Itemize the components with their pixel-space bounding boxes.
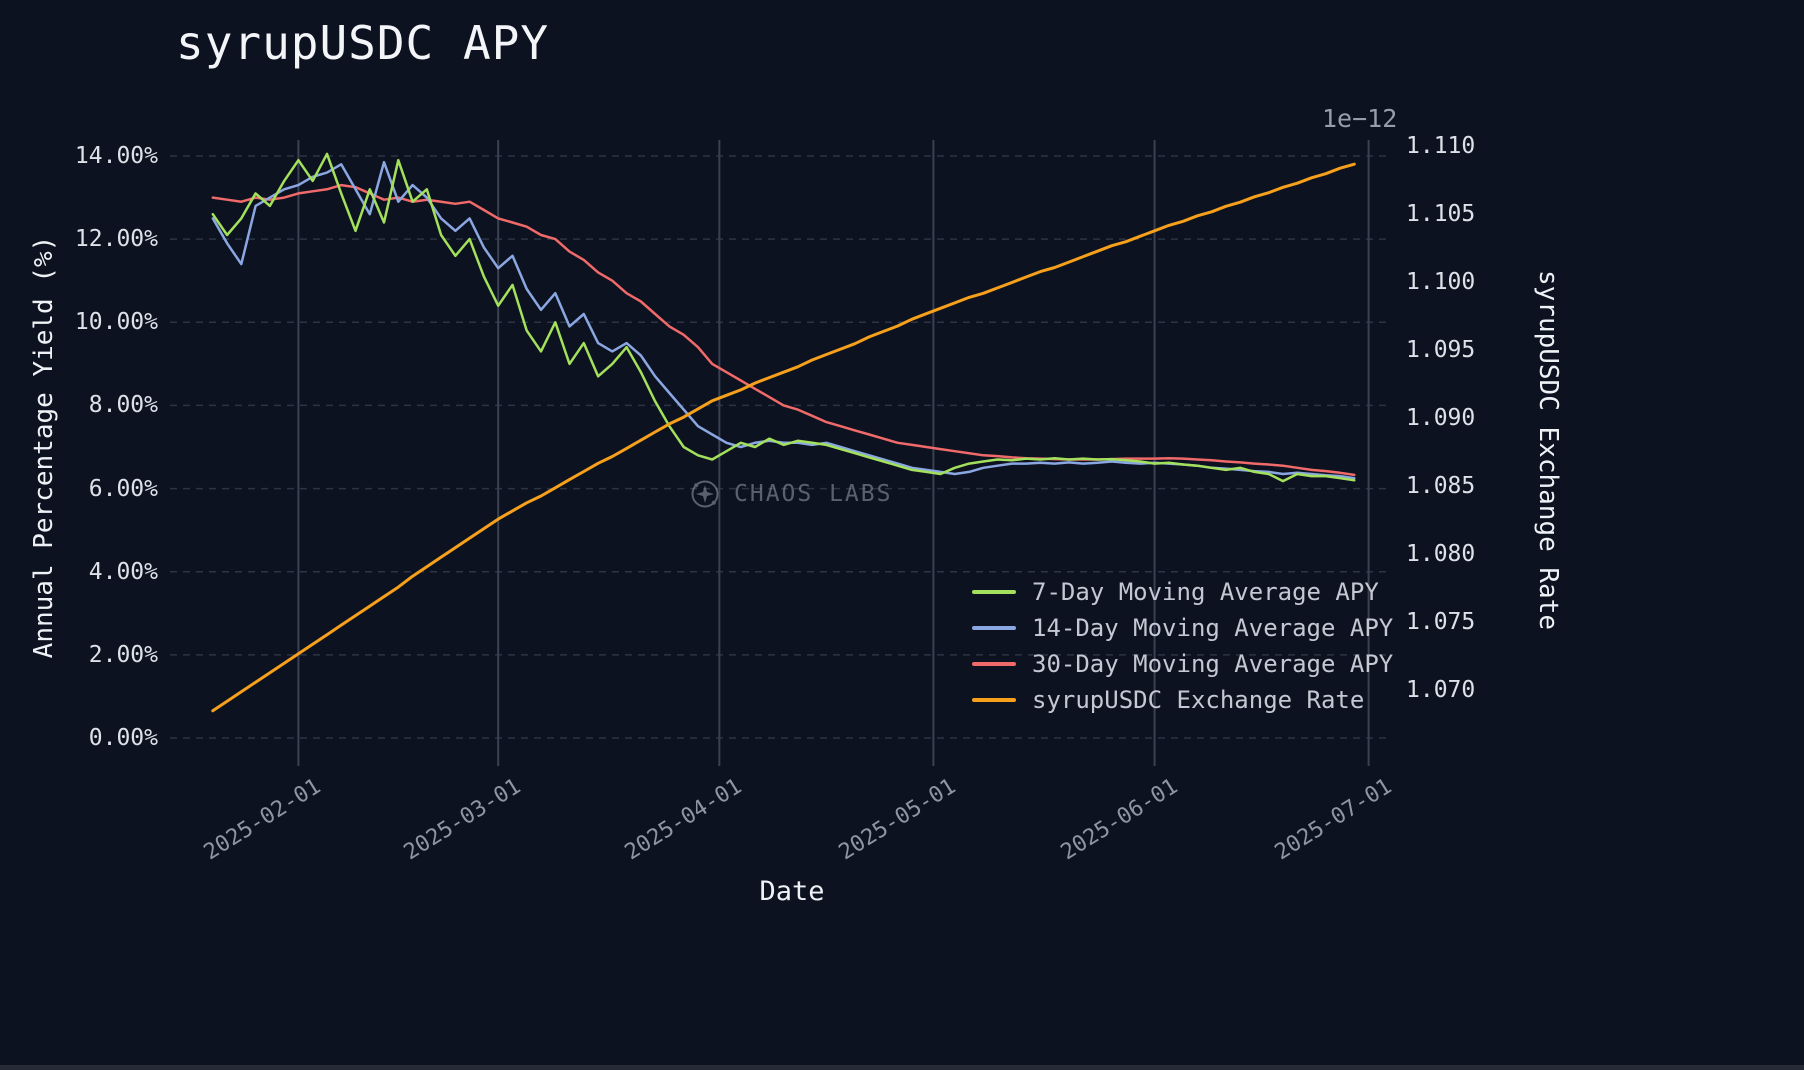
y-right-axis-title: syrupUSDC Exchange Rate	[1533, 269, 1563, 631]
legend-item-3: syrupUSDC Exchange Rate	[972, 685, 1393, 714]
chart-title: syrupUSDC APY	[176, 16, 550, 70]
series-line-1	[211, 160, 1356, 480]
legend-swatch	[972, 625, 1016, 630]
legend-item-1: 14-Day Moving Average APY	[972, 613, 1394, 642]
legend-label: syrupUSDC Exchange Rate	[1032, 685, 1365, 714]
watermark-text: CHAOS LABS	[734, 481, 893, 507]
legend-item-2: 30-Day Moving Average APY	[972, 649, 1394, 678]
legend-item-0: 7-Day Moving Average APY	[972, 577, 1393, 606]
series-line-0	[211, 152, 1356, 483]
legend-label: 30-Day Moving Average APY	[1032, 649, 1394, 678]
series-line-3	[211, 162, 1356, 713]
legend-swatch	[972, 697, 1016, 702]
legend-label: 7-Day Moving Average APY	[1032, 577, 1379, 606]
y-right-axis-multiplier: 1e−12	[1322, 104, 1398, 133]
legend-swatch	[972, 589, 1016, 594]
bottom-edge-strip	[0, 1065, 1804, 1070]
chart-legend: 7-Day Moving Average APY 14-Day Moving Av…	[972, 577, 1394, 714]
legend-swatch	[972, 661, 1016, 666]
watermark: CHAOS LABS	[688, 477, 892, 511]
series-line-2	[211, 183, 1356, 477]
x-axis-title: Date	[759, 876, 825, 907]
y-left-axis-title: Annual Percentage Yield (%)	[29, 235, 59, 659]
chaos-labs-logo-icon	[691, 480, 719, 508]
legend-label: 14-Day Moving Average APY	[1032, 613, 1394, 642]
